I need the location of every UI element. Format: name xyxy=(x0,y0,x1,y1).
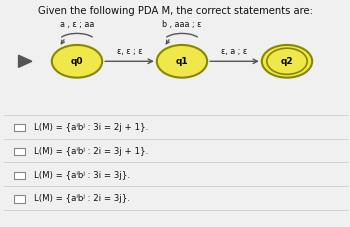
Bar xyxy=(14,195,25,203)
Text: a , ε ; aa: a , ε ; aa xyxy=(60,20,94,29)
Text: q1: q1 xyxy=(176,57,188,66)
Text: L(M) = {aⁱbʲ : 2i = 3j}.: L(M) = {aⁱbʲ : 2i = 3j}. xyxy=(34,194,130,203)
Polygon shape xyxy=(19,55,32,67)
Text: ε, ε ; ε: ε, ε ; ε xyxy=(117,47,142,56)
Text: ε, a ; ε: ε, a ; ε xyxy=(221,47,247,56)
Circle shape xyxy=(52,45,102,78)
Text: L(M) = {aⁱbʲ : 3i = 3j}.: L(M) = {aⁱbʲ : 3i = 3j}. xyxy=(34,170,130,180)
Text: L(M) = {aⁱbʲ : 3i = 2j + 1}.: L(M) = {aⁱbʲ : 3i = 2j + 1}. xyxy=(34,123,148,132)
Circle shape xyxy=(157,45,207,78)
Text: q2: q2 xyxy=(281,57,293,66)
Text: L(M) = {aⁱbʲ : 2i = 3j + 1}.: L(M) = {aⁱbʲ : 2i = 3j + 1}. xyxy=(34,147,148,156)
Bar xyxy=(14,124,25,131)
Bar xyxy=(14,172,25,179)
Text: Given the following PDA M, the correct statements are:: Given the following PDA M, the correct s… xyxy=(37,6,313,16)
Text: q0: q0 xyxy=(71,57,83,66)
Text: b , aaa ; ε: b , aaa ; ε xyxy=(162,20,202,29)
Circle shape xyxy=(262,45,312,78)
Bar xyxy=(14,148,25,155)
